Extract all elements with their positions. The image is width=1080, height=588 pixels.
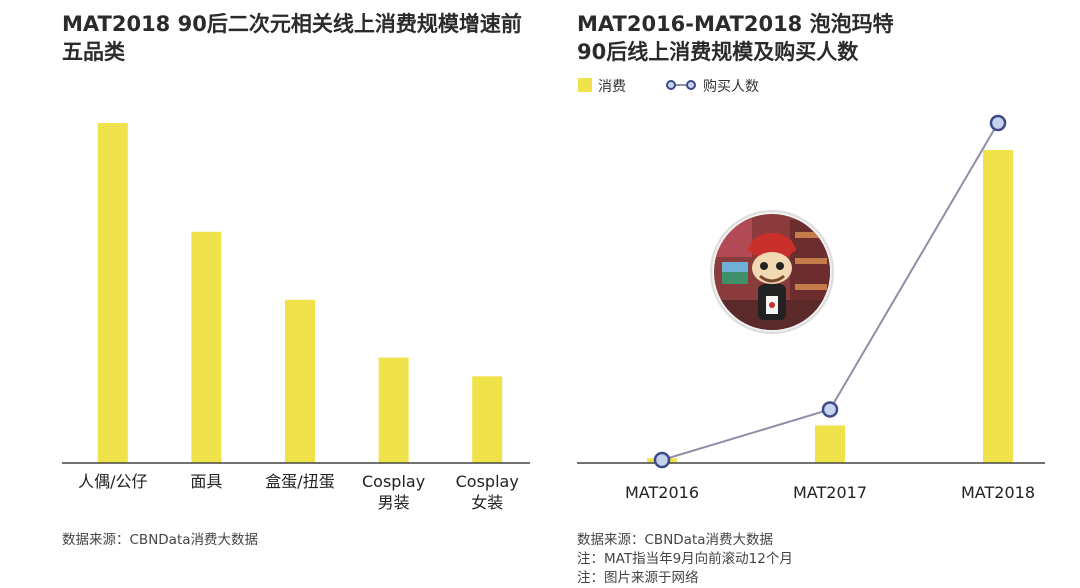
right-source-line-1: 数据来源：CBNData消费大数据: [577, 532, 774, 548]
right-chart-title-line1: MAT2016-MAT2018 泡泡玛特: [577, 12, 894, 36]
right-source-line-3: 注：图片来源于网络: [577, 570, 699, 586]
legend-label-consumption: 消费: [598, 79, 626, 95]
left-bar-3: [285, 299, 315, 463]
legend-marker-buyers-left: [666, 80, 676, 90]
right-tick-label-2: MAT2017: [793, 483, 867, 502]
left-bar-1: [97, 123, 128, 463]
right-bar-mat2017: [815, 425, 845, 463]
right-chart-title: MAT2016-MAT2018 泡泡玛特 90后线上消费规模及购买人数: [577, 10, 1017, 66]
right-combo-chart: MAT2016 MAT2017 MAT2018: [577, 114, 1045, 502]
left-tick-label-3-1: 盒蛋/扭蛋: [265, 472, 334, 491]
left-tick-label-5-1: Cosplay: [456, 472, 519, 491]
right-tick-label-3: MAT2018: [961, 483, 1035, 502]
legend-label-buyers: 购买人数: [703, 79, 759, 95]
left-bar-5: [472, 376, 503, 463]
right-chart-legend: 消费 购买人数: [578, 78, 759, 95]
left-tick-label-4-2: 男装: [378, 493, 410, 512]
left-tick-label-1-1: 人偶/公仔: [78, 472, 147, 491]
right-line-point-mat2016: [653, 451, 671, 469]
left-bar-chart: 人偶/公仔 面具 盒蛋/扭蛋 Cosplay 男装 Cosplay 女装: [62, 123, 530, 512]
left-chart-source: 数据来源：CBNData消费大数据: [62, 532, 259, 548]
left-bar-4: [378, 357, 409, 463]
left-tick-label-2-1: 面具: [190, 472, 222, 491]
right-chart-title-line2: 90后线上消费规模及购买人数: [577, 40, 859, 64]
left-tick-label-4-1: Cosplay: [362, 472, 425, 491]
right-tick-label-1: MAT2016: [625, 483, 699, 502]
store-photo: [710, 210, 834, 334]
right-chart-source: 数据来源：CBNData消费大数据 注：MAT指当年9月向前滚动12个月 注：图…: [577, 531, 793, 588]
right-bar-mat2018: [983, 150, 1013, 463]
right-line-point-mat2018: [989, 114, 1007, 132]
right-line-point-mat2017: [821, 401, 839, 418]
legend-marker-buyers-right: [686, 80, 696, 90]
left-bar-2: [191, 231, 222, 463]
right-source-line-2: 注：MAT指当年9月向前滚动12个月: [577, 551, 793, 567]
left-tick-label-5-2: 女装: [471, 493, 503, 512]
left-chart-title: MAT2018 90后二次元相关线上消费规模增速前五品类: [62, 12, 522, 64]
legend-swatch-consumption: [578, 78, 592, 92]
